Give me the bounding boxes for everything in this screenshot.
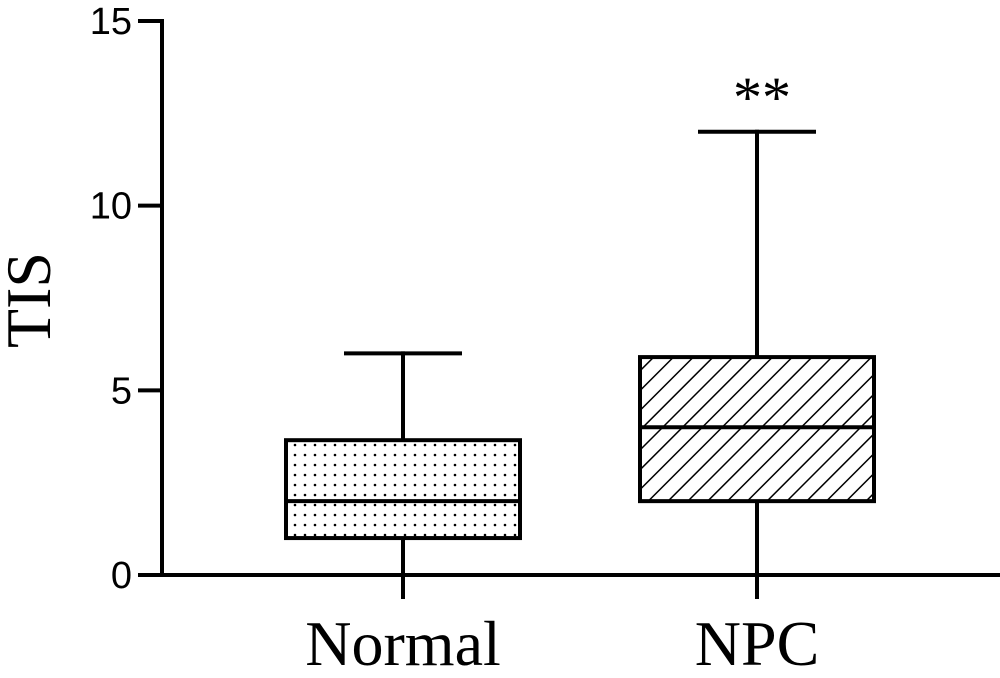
significance-marker: ** xyxy=(733,65,791,130)
y-tick-label: 10 xyxy=(90,186,132,228)
x-category-label: Normal xyxy=(305,608,501,678)
y-tick-label: 5 xyxy=(111,370,132,412)
plot-area: 0 5 10 15 Normal NPC ** xyxy=(90,1,1000,678)
box-normal xyxy=(284,438,522,541)
y-tick-label: 15 xyxy=(90,1,132,43)
x-category-label: NPC xyxy=(695,608,820,678)
y-axis-label: TIS xyxy=(0,252,64,348)
y-tick-label: 0 xyxy=(111,555,132,597)
